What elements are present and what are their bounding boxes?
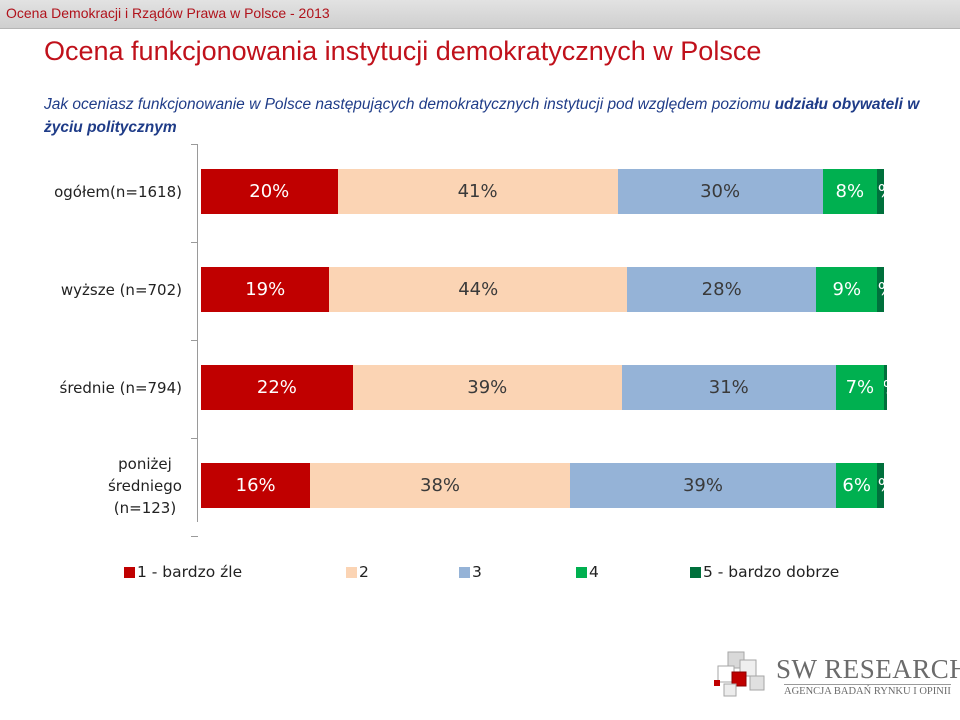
bar-segment: 22% (201, 365, 353, 410)
bar-segment: 39% (569, 463, 837, 508)
logo-icon (710, 650, 770, 700)
bar-segment: 41% (337, 169, 618, 214)
legend-label: 3 (472, 563, 482, 581)
question-text: Jak oceniasz funkcjonowanie w Polsce nas… (44, 93, 924, 139)
legend-label: 5 - bardzo dobrze (703, 563, 840, 581)
row-label: ogółem(n=1618) (54, 182, 182, 201)
logo-name: SW RESEARCH (776, 654, 960, 684)
page-title: Ocena funkcjonowania instytucji demokrat… (44, 36, 762, 66)
row-label: poniżej średniego (n=123) (107, 454, 182, 517)
bar-segment: 39% (352, 365, 622, 410)
legend-swatch (576, 567, 587, 578)
legend-label: 1 - bardzo źle (137, 563, 243, 581)
bar-segment: 31% (621, 365, 836, 410)
question-part-2: udziału obywateli w życiu politycznym (44, 96, 920, 136)
axis-tick (191, 144, 198, 145)
bar-segment: 6% (836, 463, 878, 508)
top-bar: Ocena Demokracji i Rządów Prawa w Polsce… (0, 0, 960, 29)
row-label: średnie (n=794) (59, 378, 182, 397)
bar-segment: 30% (617, 169, 823, 214)
bar-segment: 9% (816, 267, 878, 312)
bar-segment: 28% (627, 267, 817, 312)
category-axis (197, 144, 198, 522)
bar-segment: 0% (884, 365, 887, 410)
axis-tick (191, 438, 198, 439)
bar-segment: 19% (201, 267, 330, 312)
question-part-1: Jak oceniasz funkcjonowanie w Polsce nas… (44, 96, 775, 113)
legend-swatch (690, 567, 701, 578)
legend-label: 2 (359, 563, 369, 581)
legend-label: 4 (589, 563, 599, 581)
bar-segment: 1% (877, 169, 884, 214)
top-bar-title: Ocena Demokracji i Rządów Prawa w Polsce… (6, 5, 330, 21)
bar-segment: 8% (822, 169, 878, 214)
bar-segment: 44% (329, 267, 628, 312)
bar-segment: 16% (201, 463, 311, 508)
logo-tagline: AGENCJA BADAŃ RYNKU I OPINII (784, 684, 951, 697)
axis-tick (191, 340, 198, 341)
bar-segment: 38% (310, 463, 570, 508)
bar-segment: 1% (877, 267, 884, 312)
legend-swatch (346, 567, 357, 578)
row-label: wyższe (n=702) (60, 280, 182, 299)
legend-swatch (459, 567, 470, 578)
legend-swatch (124, 567, 135, 578)
bar-segment: 7% (835, 365, 884, 410)
axis-tick (191, 242, 198, 243)
footer-area (0, 638, 960, 720)
bar-segment: 1% (877, 463, 884, 508)
bar-segment: 20% (201, 169, 338, 214)
axis-tick (191, 536, 198, 537)
